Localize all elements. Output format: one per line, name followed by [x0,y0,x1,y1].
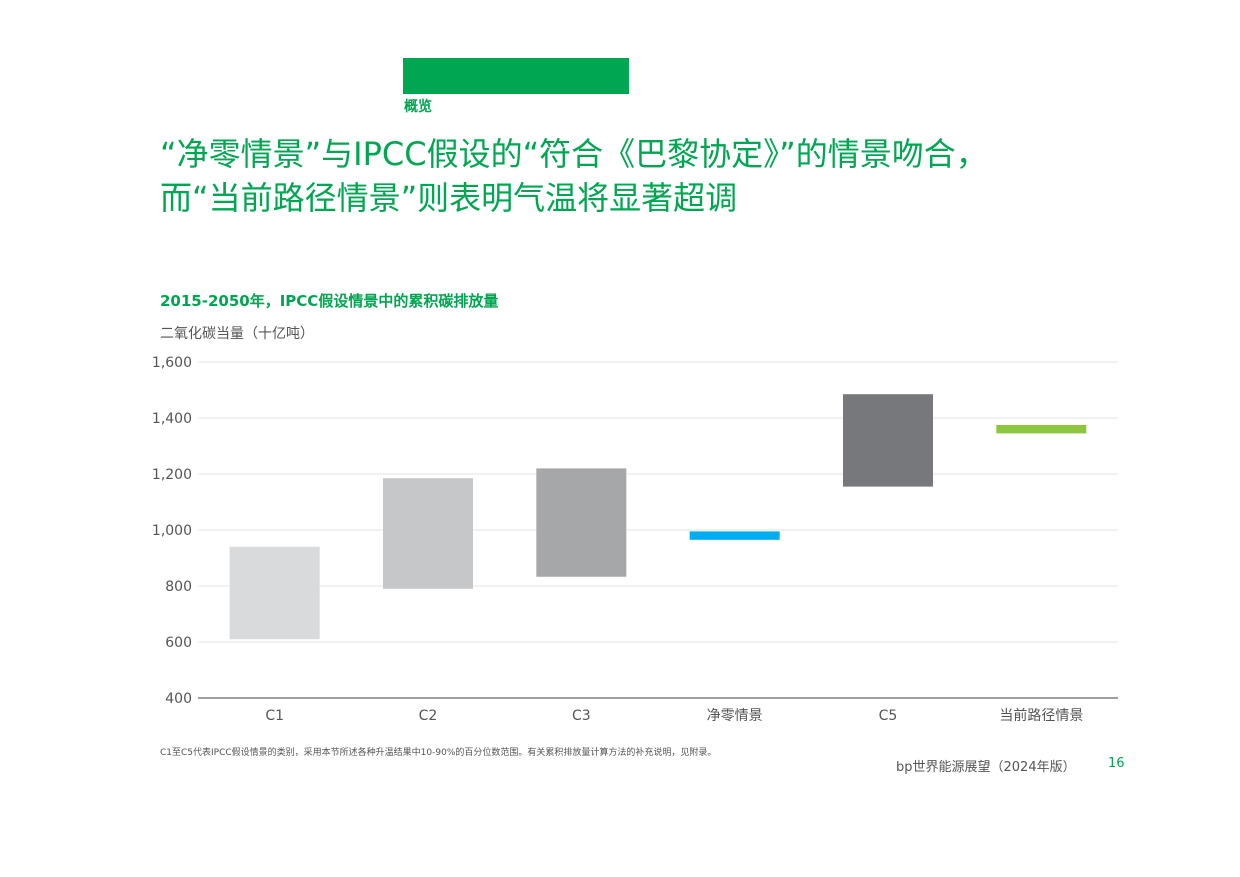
y-tick-label: 600 [165,635,192,651]
chart-y-axis-unit: 二氧化碳当量（十亿吨） [160,326,314,342]
x-category-label: C2 [419,708,438,724]
x-category-label: 当前路径情景 [999,707,1083,724]
x-category-label: C5 [879,708,898,724]
range-bar [229,546,320,640]
chart-title: 2015-2050年，IPCC假设情景中的累积碳排放量 [160,292,499,310]
y-tick-label: 1,200 [152,467,192,483]
publication-name: bp世界能源展望（2024年版） [896,760,1076,775]
y-tick-label: 1,600 [152,355,192,371]
section-label: 概览 [404,99,432,115]
y-tick-label: 800 [165,579,192,595]
range-bar [843,394,933,487]
x-category-label: C1 [265,708,284,724]
headline-line-2: 而“当前路径情景”则表明气温将显著超调 [160,179,738,217]
range-bar [996,425,1087,434]
range-bar [536,468,627,577]
headline: “净零情景”与IPCC假设的“符合《巴黎协定》”的情景吻合， 而“当前路径情景”… [160,132,1120,220]
headline-line-1: “净零情景”与IPCC假设的“符合《巴黎协定》”的情景吻合， [160,135,988,173]
emissions-range-chart: 400 600 800 1,000 1,200 1,400 1,600 C1 C2 C3 净零情景 C… [152,355,1118,724]
x-category-label: 净零情景 [707,708,763,724]
y-tick-label: 400 [165,691,192,707]
y-tick-label: 1,400 [152,411,192,427]
range-bar [689,531,780,540]
section-color-bar [403,58,629,94]
chart-footnote: C1至C5代表IPCC假设情景的类别，采用本节所述各种升温结果中10-90%的百… [160,748,717,758]
page-number: 16 [1108,756,1125,771]
range-bar [383,478,473,589]
x-category-label: C3 [572,708,591,724]
y-tick-label: 1,000 [152,523,192,539]
